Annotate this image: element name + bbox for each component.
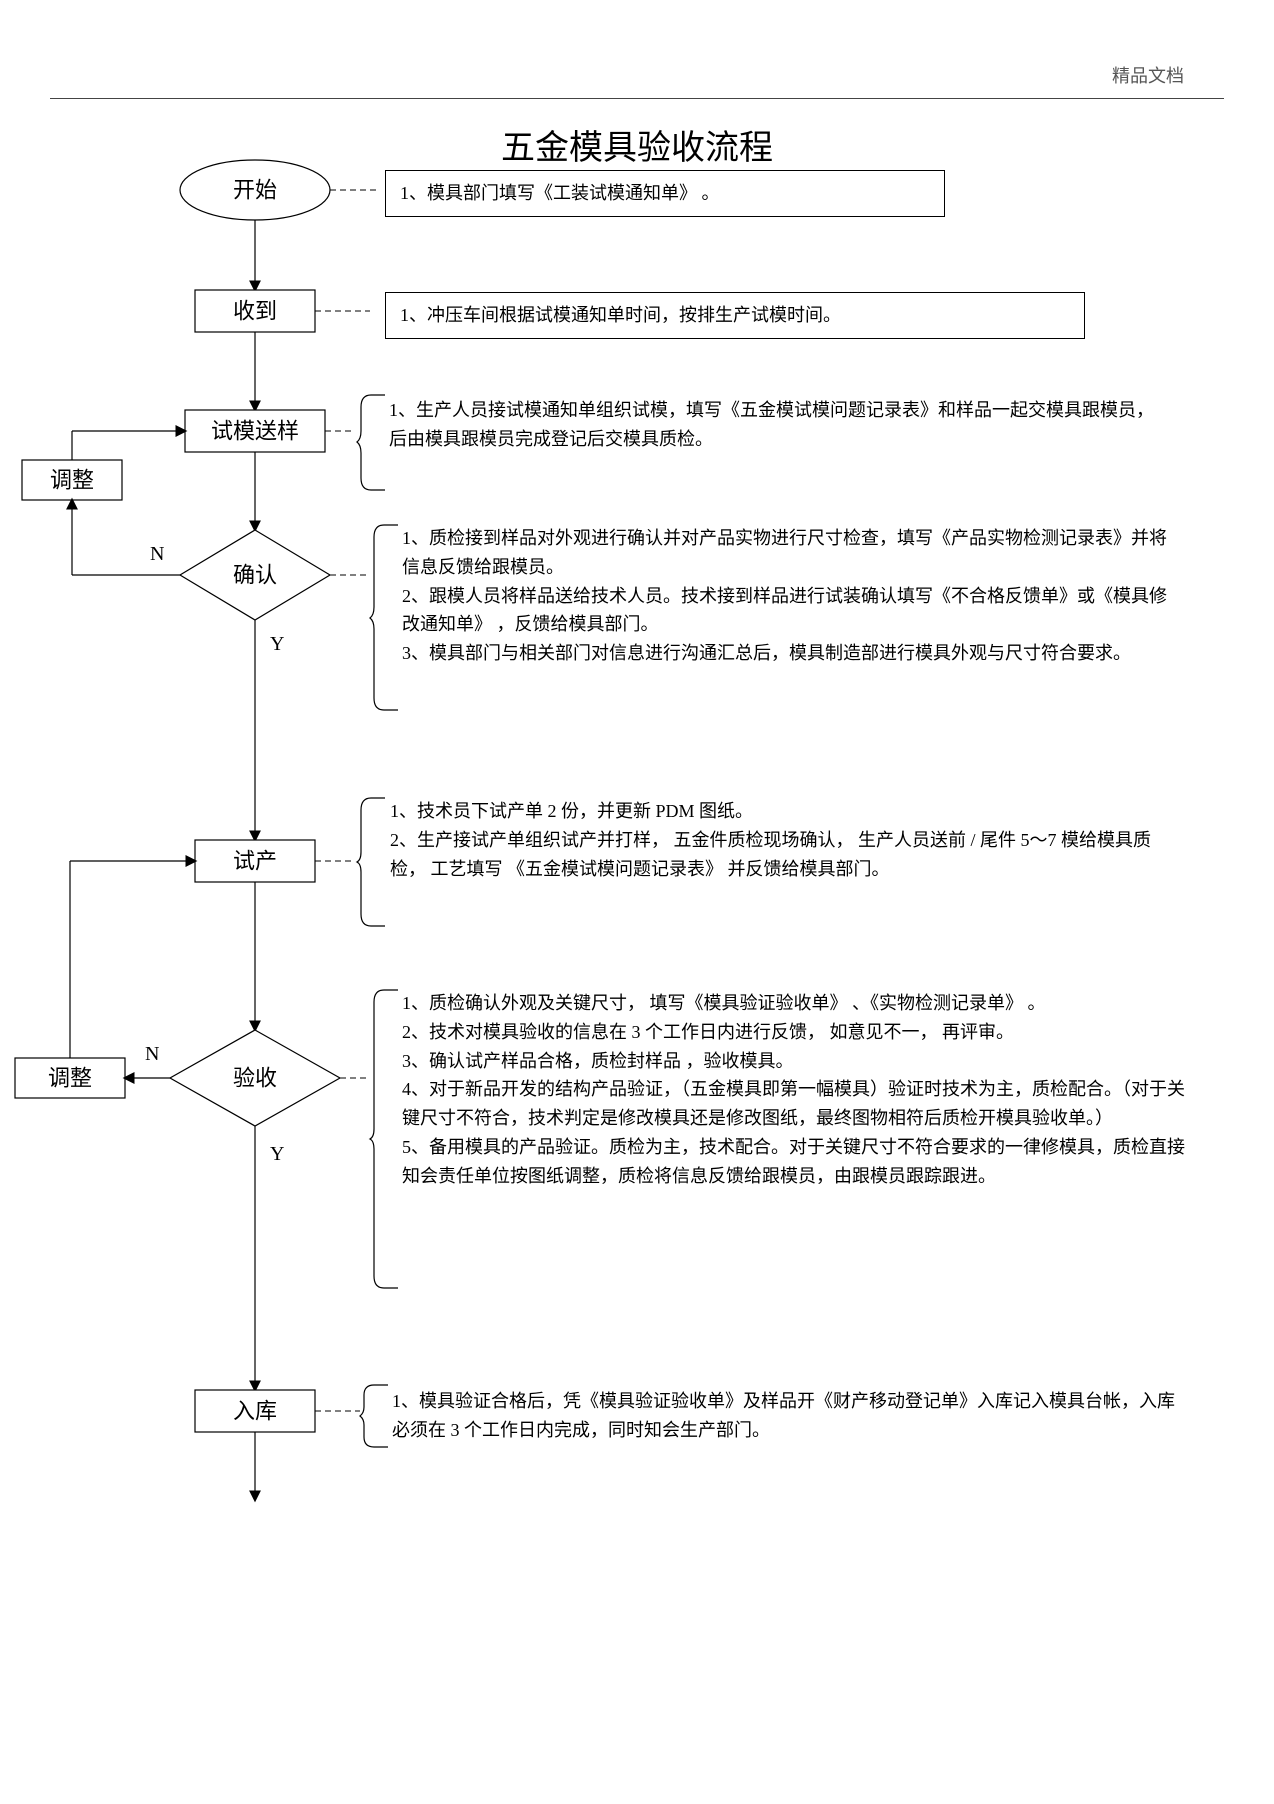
- annot-5-2: 2、生产接试产单组织试产并打样， 五金件质检现场确认， 生产人员送前 / 尾件 …: [390, 826, 1176, 884]
- annot-4: 1、质检接到样品对外观进行确认并对产品实物进行尺寸检查，填写《产品实物检测记录表…: [400, 520, 1180, 672]
- annot-5-1: 1、技术员下试产单 2 份，并更新 PDM 图纸。: [390, 797, 1176, 826]
- annot-1: 1、模具部门填写《工装试模通知单》 。: [385, 170, 945, 217]
- trial-label: 试产: [233, 849, 277, 874]
- yes-label-1: Y: [270, 633, 284, 655]
- annot-6-2: 2、技术对模具验收的信息在 3 个工作日内进行反馈， 如意见不一， 再评审。: [402, 1018, 1188, 1047]
- annot-6-1: 1、质检确认外观及关键尺寸， 填写《模具验证验收单》 、《实物检测记录单》 。: [402, 989, 1188, 1018]
- annot-2: 1、冲压车间根据试模通知单时间，按排生产试模时间。: [385, 292, 1085, 339]
- no-label-2: N: [145, 1043, 159, 1065]
- annot-4-3: 3、模具部门与相关部门对信息进行沟通汇总后，模具制造部进行模具外观与尺寸符合要求…: [402, 639, 1178, 668]
- annot-4-2: 2、跟模人员将样品送给技术人员。技术接到样品进行试装确认填写《不合格反馈单》或《…: [402, 582, 1178, 640]
- annot-6-3: 3、确认试产样品合格，质检封样品 ，验收模具。: [402, 1047, 1188, 1076]
- receive-label: 收到: [233, 299, 277, 324]
- annot-6: 1、质检确认外观及关键尺寸， 填写《模具验证验收单》 、《实物检测记录单》 。 …: [400, 985, 1190, 1195]
- header-rule: [50, 98, 1224, 99]
- accept-label: 验收: [233, 1066, 277, 1091]
- watermark: 精品文档: [1112, 62, 1184, 88]
- adjust2-label: 调整: [48, 1066, 92, 1091]
- confirm-label: 确认: [233, 563, 277, 588]
- annot-7: 1、模具验证合格后，凭《模具验证验收单》及样品开《财产移动登记单》入库记入模具台…: [390, 1383, 1180, 1449]
- annot-4-1: 1、质检接到样品对外观进行确认并对产品实物进行尺寸检查，填写《产品实物检测记录表…: [402, 524, 1178, 582]
- no-label-1: N: [150, 543, 164, 565]
- store-label: 入库: [233, 1399, 277, 1424]
- annot-6-5: 5、备用模具的产品验证。质检为主，技术配合。对于关键尺寸不符合要求的一律修模具，…: [402, 1133, 1188, 1191]
- yes-label-2: Y: [270, 1143, 284, 1165]
- start-label: 开始: [233, 178, 277, 203]
- annot-6-4: 4、对于新品开发的结构产品验证，（五金模具即第一幅模具）验证时技术为主，质检配合…: [402, 1075, 1188, 1133]
- annot-5: 1、技术员下试产单 2 份，并更新 PDM 图纸。 2、生产接试产单组织试产并打…: [388, 793, 1178, 887]
- send-label: 试模送样: [211, 419, 299, 444]
- annot-3: 1、生产人员接试模通知单组织试模，填写《五金模试模问题记录表》和样品一起交模具跟…: [387, 392, 1157, 458]
- adjust1-label: 调整: [50, 468, 94, 493]
